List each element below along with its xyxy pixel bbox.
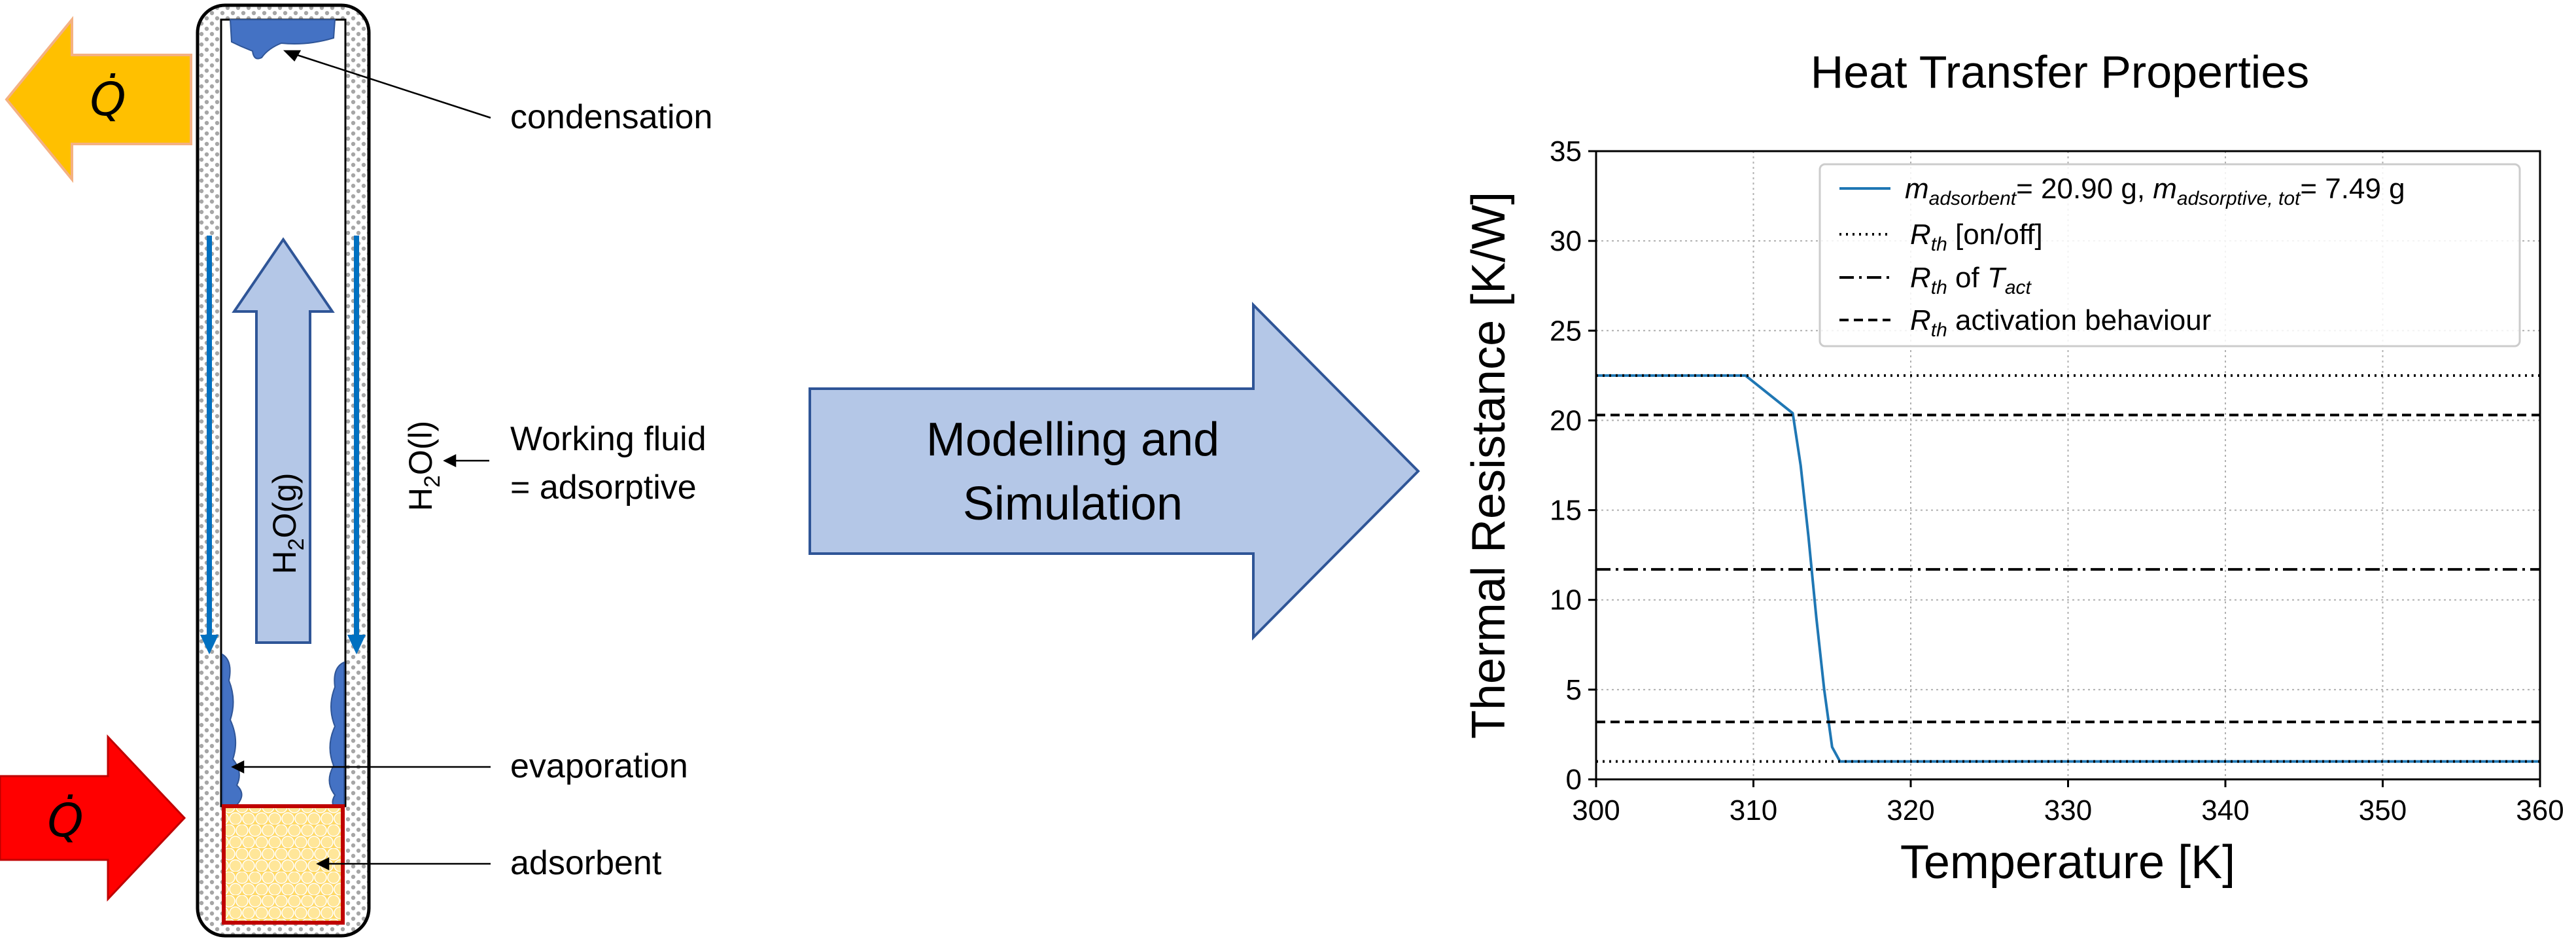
y-tick-label: 20	[1550, 404, 1582, 436]
liquid-film-right	[328, 661, 345, 807]
heat-in-label: Q̇	[47, 794, 83, 847]
legend-entry-mass: madsorbent= 20.90 g, madsorptive, tot= 7…	[1905, 173, 2405, 209]
x-tick-label: 320	[1887, 794, 1934, 826]
x-tick-label: 350	[2359, 794, 2407, 826]
legend-box	[1819, 163, 2521, 347]
process-label-line2: Simulation	[963, 478, 1183, 530]
evaporation-label: evaporation	[510, 747, 688, 785]
y-tick-label: 0	[1566, 764, 1582, 796]
heat-out-label: Q̇	[90, 73, 126, 126]
axis-ticks: 300 310 320 330 340 350 360 0 5 10 15 20 25 30 35	[1550, 135, 2564, 826]
heat-in-arrow: Q̇	[0, 734, 186, 902]
series-layer	[1596, 374, 2540, 763]
vapor-arrow	[232, 237, 335, 644]
condensation-label: condensation	[510, 98, 712, 136]
y-tick-label: 5	[1566, 674, 1582, 706]
y-tick-label: 10	[1550, 584, 1582, 616]
heat-transfer-chart: Heat Transfer Properties 300 310 320 330 340…	[1463, 46, 2564, 889]
y-tick-label: 35	[1550, 135, 1582, 168]
x-tick-label: 330	[2044, 794, 2092, 826]
legend: madsorbent= 20.90 g, madsorptive, tot= 7…	[1819, 163, 2521, 347]
adsorbent-label: adsorbent	[510, 844, 662, 882]
y-tick-label: 30	[1550, 225, 1582, 257]
chart-title: Heat Transfer Properties	[1811, 46, 2310, 98]
x-axis-label: Temperature [K]	[1900, 836, 2235, 889]
y-axis-label: Thermal Resistance [K/W]	[1463, 192, 1515, 739]
y-tick-label: 25	[1550, 315, 1582, 347]
heat-pipe: H2O(g)	[196, 3, 371, 938]
vapor-label: H2O(g)	[266, 472, 309, 574]
working-fluid-label-line1: Working fluid	[510, 420, 706, 458]
legend-entry-tact: Rth of Tact	[1910, 262, 2032, 298]
x-tick-label: 310	[1730, 794, 1777, 826]
y-tick-label: 15	[1550, 495, 1582, 527]
liquid-return-arrows	[200, 236, 366, 654]
x-tick-label: 360	[2516, 794, 2564, 826]
legend-entry-onoff: Rth [on/off]	[1910, 219, 2043, 255]
x-tick-label: 340	[2201, 794, 2249, 826]
legend-entry-activation: Rth activation behaviour	[1910, 304, 2211, 341]
callout-labels: condensation Working fluid = adsorptive …	[510, 98, 712, 882]
heat-out-arrow: Q̇	[5, 16, 192, 183]
condensate-drop	[229, 19, 336, 60]
callout-leaders	[231, 50, 491, 871]
process-arrow: Modelling and Simulation	[809, 302, 1420, 641]
working-fluid-label-line2: = adsorptive	[510, 469, 697, 506]
x-tick-label: 300	[1572, 794, 1620, 826]
liquid-label: H2O(l)	[402, 421, 445, 511]
process-label-line1: Modelling and	[926, 414, 1219, 466]
